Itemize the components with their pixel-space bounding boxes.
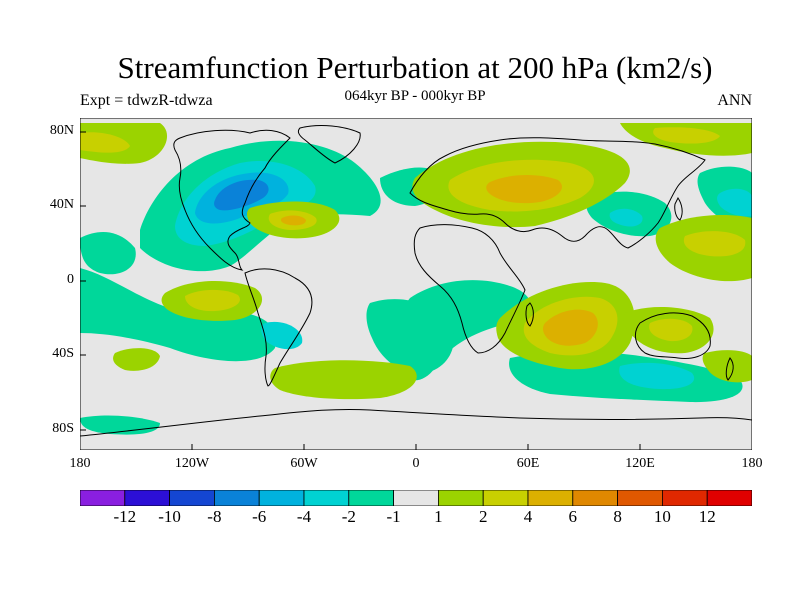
colorbar-label: 12 [698,507,716,526]
colorbar-label: -10 [158,507,181,526]
colorbar-swatch [393,490,439,506]
coast-north-america [173,129,291,271]
coast-antarctica [80,408,752,437]
colorbar-swatch [662,490,708,506]
experiment-label: Expt = tdwzR-tdwza [80,92,213,109]
lon-tick-0: 0 [412,456,420,471]
contour-neg-n-atlantic [80,232,136,275]
lat-tick-80n: 80N [49,123,74,138]
period-label: 064kyr BP - 000kyr BP [344,88,486,104]
colorbar-swatch [258,490,305,506]
colorbar-label: 1 [434,507,443,526]
coast-new-zealand [725,357,734,381]
contour-pos-n-pacific-east-core [653,127,720,144]
colorbar-swatch [437,490,484,506]
lon-tick-180w: 180 [69,456,91,471]
contour-pos-southern-ocean [270,360,417,400]
contour-pos-n-pacific-sub-core [683,231,746,257]
coast-greenland [297,125,361,164]
contour-pos-s-atlantic-south [113,348,160,371]
colorbar-label: 8 [613,507,622,526]
colorbar-swatch [303,490,350,506]
colorbar-label: -1 [386,507,401,526]
map-plot [80,118,752,450]
season-label: ANN [717,92,752,109]
colorbar-swatch [527,490,574,506]
coast-europe-asia [409,137,706,249]
colorbar-label: -6 [252,507,267,526]
colorbar-label: -12 [113,507,137,526]
contour-pos-s-pacific-core [185,289,240,312]
contour-pos-southern-indian-core [542,309,598,346]
lon-tick-120e: 120E [625,456,655,471]
lat-tick-80s: 80S [52,421,74,436]
contour-neg-north-america-peak [214,179,269,211]
coast-south-america [244,268,313,387]
lon-tick-60e: 60E [516,456,540,471]
lon-tick-120w: 120W [174,456,210,471]
colorbar-swatch [482,490,529,506]
lat-tick-0: 0 [67,272,74,287]
coast-japan [674,197,683,221]
colorbar-swatch [213,490,260,506]
contour-pos-eurasia-core [486,174,562,204]
colorbar-swatch [617,490,663,506]
contour-pos-subtropical-atlantic-peak [280,215,306,226]
lat-tick-40s: 40S [52,346,74,361]
coast-madagascar [525,302,534,327]
contour-neg-ne-pacific-core [717,188,752,217]
colorbar-label: 4 [523,507,533,526]
coast-australia [634,312,711,359]
contour-neg-south-atlantic [366,299,454,374]
lat-tick-40n: 40N [49,197,74,212]
colorbar-swatch [706,490,752,506]
colorbar-swatch [80,490,126,506]
colorbar-label: 2 [478,507,488,526]
figure-title: Streamfunction Perturbation at 200 hPa (… [117,50,713,85]
coastlines [80,125,752,437]
colorbar-label: 10 [653,507,671,526]
colorbar-swatch [124,490,170,506]
colorbar [80,490,752,506]
colorbar-label: 6 [568,507,578,526]
colorbar-swatch [572,490,618,506]
contour-neg-w-pacific-core [609,208,643,227]
colorbar-label: -8 [207,507,222,526]
contour-pos-australia-core [649,318,693,342]
contour-neg-s-pacific-east [261,321,303,350]
colorbar-swatch [348,490,394,506]
lon-tick-60w: 60W [290,456,318,471]
contour-neg-southern-ocean-core [619,362,695,390]
colorbar-swatch [169,490,215,506]
contour-pos-n-pacific-highlat-core [80,132,130,153]
lon-tick-180e: 180 [741,456,763,471]
colorbar-label: -4 [296,507,312,526]
coast-africa [413,224,526,354]
tick-marks [80,131,641,450]
colorbar-label: -2 [341,507,356,526]
